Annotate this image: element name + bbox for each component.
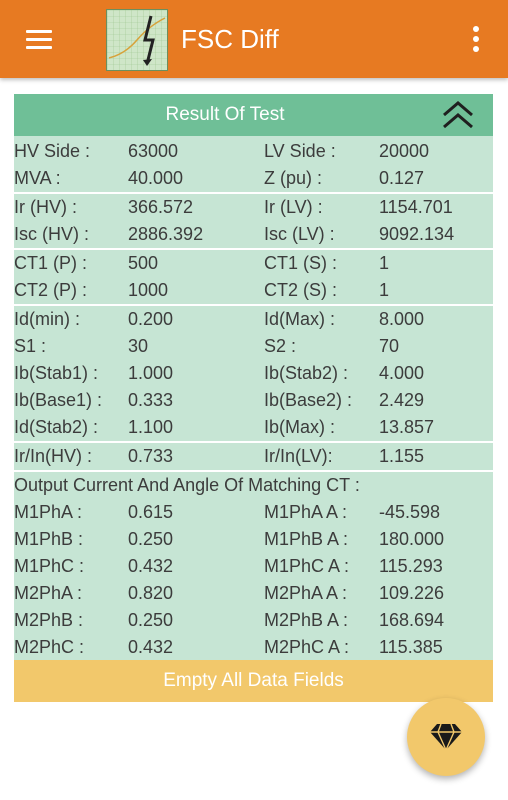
field-label: M2PhA : bbox=[14, 583, 83, 603]
field-label: Ir/In(HV) : bbox=[14, 446, 93, 466]
field-value: 1.100 bbox=[128, 417, 174, 437]
field-label: Ir/In(LV): bbox=[264, 446, 333, 466]
field-value: 4.000 bbox=[379, 363, 425, 383]
field-value: 0.250 bbox=[128, 610, 174, 630]
field-label: Id(Stab2) : bbox=[14, 417, 99, 437]
diamond-icon bbox=[430, 723, 462, 751]
field-value: 0.432 bbox=[128, 637, 174, 657]
field-value: 500 bbox=[128, 253, 159, 273]
field-label: M2PhB : bbox=[14, 610, 84, 630]
field-label: M1PhA : bbox=[14, 502, 83, 522]
field-value: 0.615 bbox=[128, 502, 174, 522]
field-label: Z (pu) : bbox=[264, 168, 323, 188]
group-divider bbox=[14, 304, 493, 306]
field-label: Ib(Base1) : bbox=[14, 390, 103, 410]
field-value: 1 bbox=[379, 280, 390, 300]
group-divider bbox=[14, 192, 493, 194]
field-label: M2PhB A : bbox=[264, 610, 349, 630]
field-label: S2 : bbox=[264, 336, 297, 356]
section-heading: Output Current And Angle Of Matching CT … bbox=[14, 475, 360, 495]
field-value: 8.000 bbox=[379, 309, 425, 329]
field-value: 115.385 bbox=[379, 637, 443, 657]
field-value: 0.820 bbox=[128, 583, 174, 603]
field-value: 0.333 bbox=[128, 390, 174, 410]
group-divider bbox=[14, 248, 493, 250]
field-label: CT2 (S) : bbox=[264, 280, 338, 300]
field-label: Ir (HV) : bbox=[14, 197, 77, 217]
field-value: 63000 bbox=[128, 141, 179, 161]
field-label: Ib(Stab1) : bbox=[14, 363, 99, 383]
field-label: M1PhA A : bbox=[264, 502, 348, 522]
group-divider bbox=[14, 441, 493, 443]
field-value: 2.429 bbox=[379, 390, 425, 410]
double-chevron-up-icon[interactable] bbox=[442, 101, 474, 129]
field-label: Ib(Base2) : bbox=[264, 390, 353, 410]
field-label: M1PhB A : bbox=[264, 529, 349, 549]
field-value: -45.598 bbox=[379, 502, 441, 522]
field-value: 2886.392 bbox=[128, 224, 204, 244]
field-label: MVA : bbox=[14, 168, 61, 188]
app-title: FSC Diff bbox=[181, 24, 279, 54]
field-label: LV Side : bbox=[264, 141, 336, 161]
field-label: S1 : bbox=[14, 336, 47, 356]
field-value: 0.200 bbox=[128, 309, 174, 329]
field-label: HV Side : bbox=[14, 141, 91, 161]
field-label: CT1 (S) : bbox=[264, 253, 338, 273]
field-label: M2PhC : bbox=[14, 637, 85, 657]
field-value: 30 bbox=[128, 336, 149, 356]
app-bar: FSC Diff bbox=[0, 0, 508, 78]
empty-all-fields-button[interactable]: Empty All Data Fields bbox=[14, 660, 493, 702]
field-value: 0.127 bbox=[379, 168, 425, 188]
card-title: Result Of Test bbox=[165, 104, 285, 125]
field-value: 40.000 bbox=[128, 168, 184, 188]
field-label: CT2 (P) : bbox=[14, 280, 88, 300]
more-vert-icon[interactable] bbox=[472, 26, 480, 52]
field-label: CT1 (P) : bbox=[14, 253, 88, 273]
field-label: M1PhB : bbox=[14, 529, 84, 549]
field-value: 20000 bbox=[379, 141, 430, 161]
field-label: Ir (LV) : bbox=[264, 197, 323, 217]
fab-button[interactable] bbox=[407, 698, 485, 776]
field-label: Ib(Stab2) : bbox=[264, 363, 349, 383]
field-label: M2PhC A : bbox=[264, 637, 350, 657]
field-value: 0.432 bbox=[128, 556, 174, 576]
field-value: 168.694 bbox=[379, 610, 445, 630]
result-card: Result Of Test HV Side : 63000 LV Side : 20… bbox=[14, 94, 493, 660]
field-value: 1.000 bbox=[128, 363, 174, 383]
menu-icon[interactable] bbox=[26, 30, 52, 50]
field-value: 1154.701 bbox=[379, 197, 453, 217]
field-value: 1 bbox=[379, 253, 390, 273]
field-value: 0.250 bbox=[128, 529, 174, 549]
group-divider bbox=[14, 470, 493, 472]
field-value: 1000 bbox=[128, 280, 169, 300]
field-label: Isc (HV) : bbox=[14, 224, 89, 244]
field-value: 0.733 bbox=[128, 446, 174, 466]
field-value: 109.226 bbox=[379, 583, 445, 603]
field-value: 1.155 bbox=[379, 446, 425, 466]
field-value: 70 bbox=[379, 336, 400, 356]
card-header[interactable]: Result Of Test bbox=[14, 94, 493, 136]
field-label: Isc (LV) : bbox=[264, 224, 335, 244]
field-label: M2PhA A : bbox=[264, 583, 348, 603]
field-label: M1PhC A : bbox=[264, 556, 350, 576]
field-label: Id(Max) : bbox=[264, 309, 336, 329]
field-value: 13.857 bbox=[379, 417, 435, 437]
field-label: Id(min) : bbox=[14, 309, 81, 329]
app-logo bbox=[106, 9, 168, 71]
field-value: 9092.134 bbox=[379, 224, 455, 244]
field-value: 115.293 bbox=[379, 556, 443, 576]
field-label: Ib(Max) : bbox=[264, 417, 336, 437]
field-value: 366.572 bbox=[128, 197, 194, 217]
field-label: M1PhC : bbox=[14, 556, 85, 576]
field-value: 180.000 bbox=[379, 529, 445, 549]
